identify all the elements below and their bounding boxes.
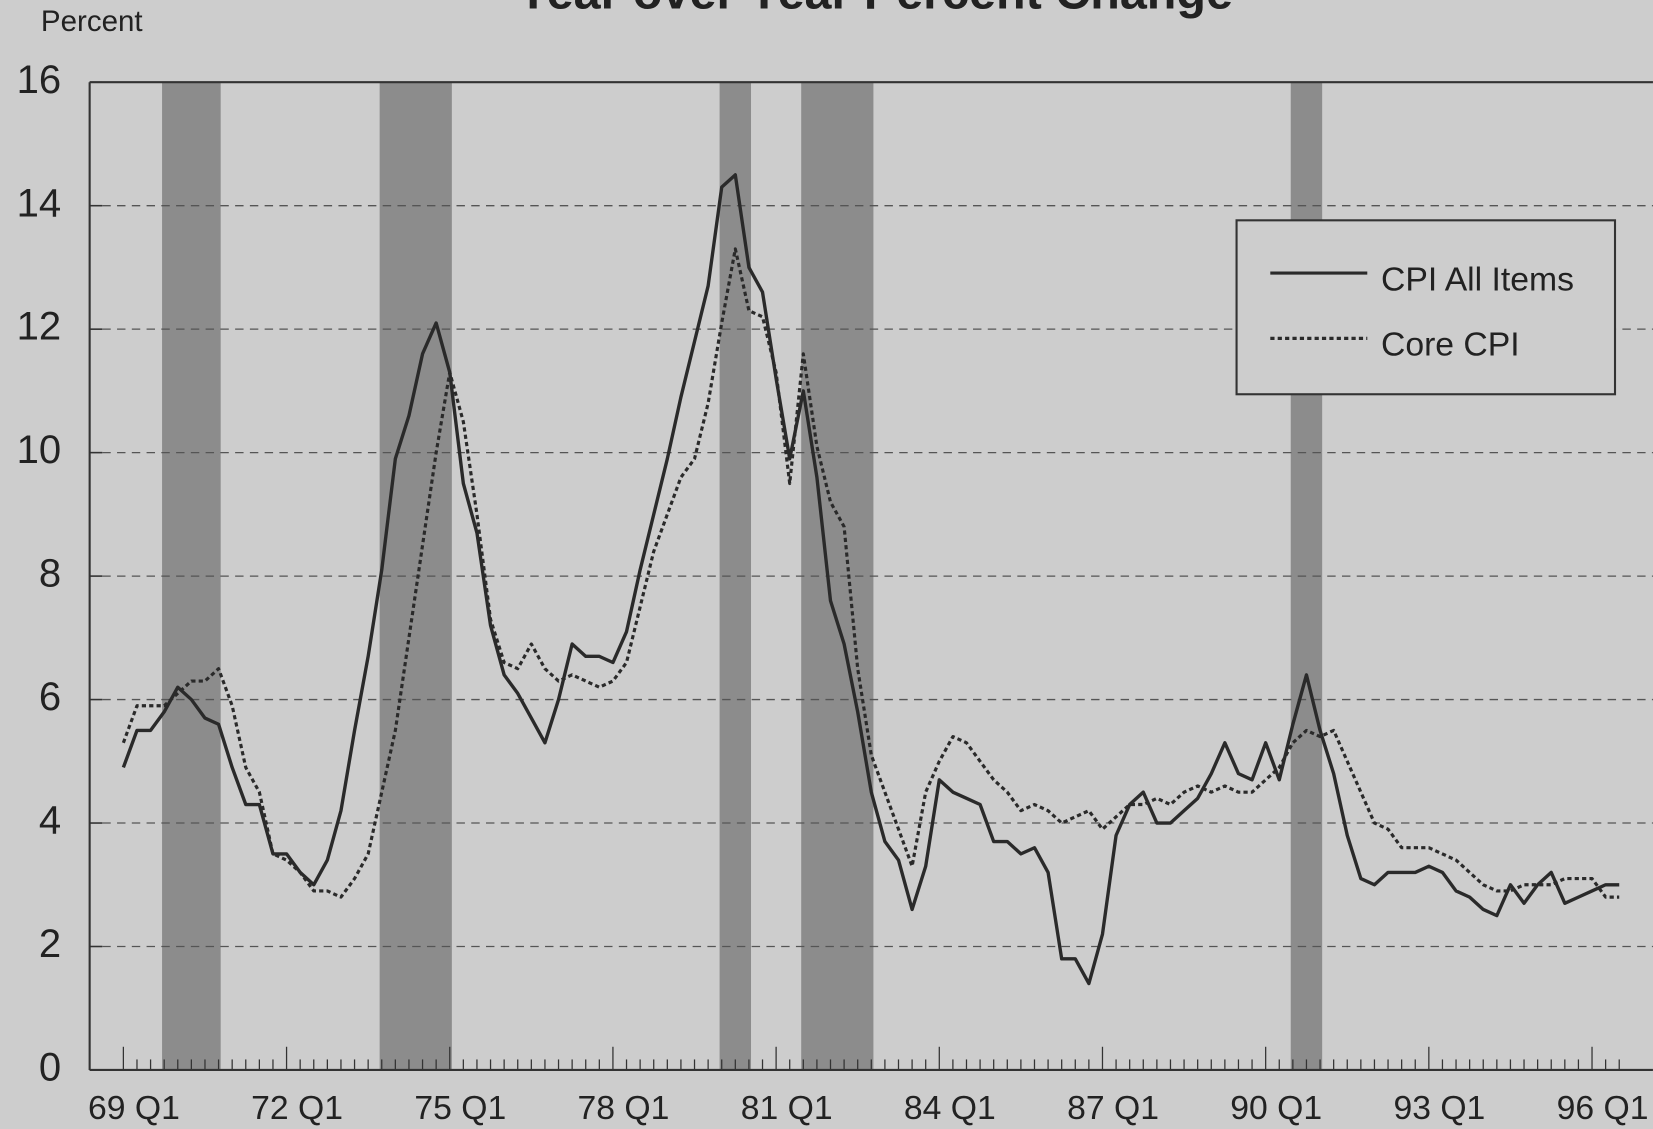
y-tick-label: 0 — [39, 1046, 61, 1090]
y-tick-label: 16 — [17, 58, 62, 102]
y-tick-label: 6 — [39, 675, 61, 719]
x-tick-label: 81 Q1 — [741, 1089, 833, 1127]
y-tick-label: 14 — [17, 181, 62, 225]
chart-title: Year over Year Percent Change — [517, 0, 1233, 20]
x-tick-label: 78 Q1 — [578, 1089, 670, 1127]
y-tick-label: 10 — [17, 428, 62, 472]
legend-box — [1235, 219, 1617, 396]
y-axis-label: Percent — [41, 5, 143, 38]
legend-label: Core CPI — [1381, 326, 1520, 364]
x-tick-label: 72 Q1 — [251, 1089, 343, 1127]
y-tick-label: 8 — [39, 552, 61, 596]
y-tick-label: 4 — [39, 799, 61, 843]
x-tick-label: 84 Q1 — [904, 1089, 996, 1127]
series-line — [121, 173, 1620, 986]
x-tick-label: 96 Q1 — [1557, 1089, 1649, 1127]
x-tick-label: 90 Q1 — [1230, 1089, 1322, 1127]
y-tick-label: 2 — [39, 922, 61, 966]
y-tick-label: 12 — [17, 305, 62, 349]
x-tick-label: 87 Q1 — [1067, 1089, 1159, 1127]
legend-label: CPI All Items — [1381, 260, 1574, 298]
x-tick-label: 75 Q1 — [414, 1089, 506, 1127]
x-tick-label: 69 Q1 — [88, 1089, 180, 1127]
x-tick-label: 93 Q1 — [1393, 1089, 1485, 1127]
